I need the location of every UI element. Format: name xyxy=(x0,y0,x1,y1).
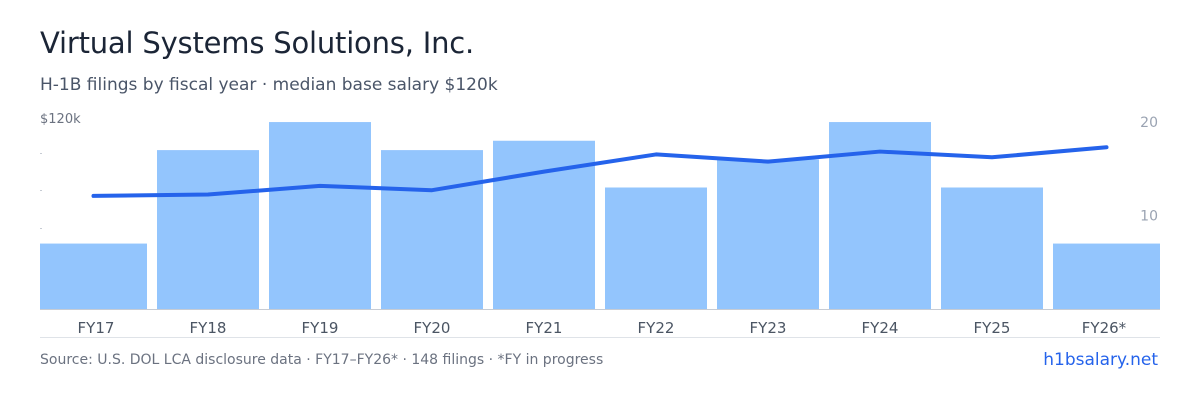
y-left-tick-mark xyxy=(40,228,42,229)
x-tick-label: FY24 xyxy=(862,319,899,337)
bar-FY21 xyxy=(493,140,595,309)
x-tick-label: FY25 xyxy=(974,319,1011,337)
y-right-tick-label: 10 xyxy=(1140,209,1158,225)
bar-FY19 xyxy=(269,122,371,310)
bar-line-chart: 10 20 FY17 FY18 FY19 FY20 FY21 FY22 FY23 FY24 FY2… xyxy=(40,115,1160,338)
y-left-tick-mark xyxy=(40,153,42,154)
bar-FY23 xyxy=(717,159,819,309)
x-tick-label: FY22 xyxy=(638,319,675,337)
x-tick-label: FY23 xyxy=(750,319,787,337)
median-salary-line xyxy=(91,145,1109,198)
bar-FY22 xyxy=(605,187,707,309)
bar-FY20 xyxy=(381,150,483,309)
page-subtitle: H-1B filings by fiscal year · median bas… xyxy=(40,75,498,95)
x-tick-label: FY21 xyxy=(526,319,563,337)
bar-FY26* xyxy=(1053,243,1160,309)
x-tick-label: FY20 xyxy=(414,319,451,337)
page-title: Virtual Systems Solutions, Inc. xyxy=(40,26,475,60)
x-tick-label: FY18 xyxy=(190,319,227,337)
bar-FY25 xyxy=(941,187,1043,309)
y-right-tick-label: 20 xyxy=(1140,115,1158,131)
x-tick-label: FY26* xyxy=(1082,319,1127,337)
site-link[interactable]: h1bsalary.net xyxy=(1043,350,1158,370)
x-tick-label: FY19 xyxy=(302,319,339,337)
x-tick-label: FY17 xyxy=(78,319,115,337)
footer-source: Source: U.S. DOL LCA disclosure data · F… xyxy=(40,352,604,368)
bar-FY18 xyxy=(157,150,259,309)
bar-FY17 xyxy=(40,243,147,309)
y-left-tick-mark xyxy=(40,190,42,191)
y-axis-left-label: $120k xyxy=(40,112,81,127)
